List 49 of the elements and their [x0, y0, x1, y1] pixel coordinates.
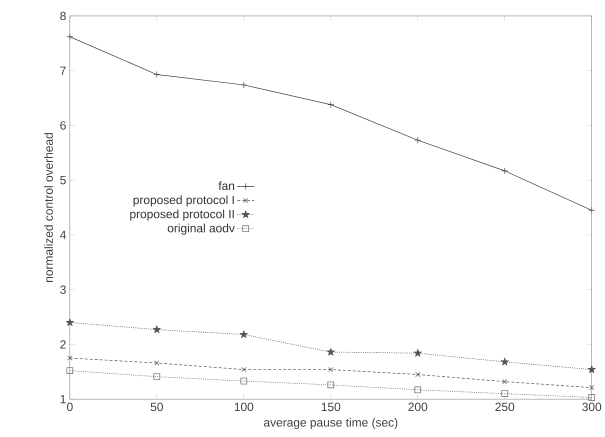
point [152, 325, 161, 334]
x-axis-title: average pause time (sec) [264, 418, 398, 430]
x-tick-label: 300 [582, 402, 602, 412]
point [154, 360, 160, 366]
y-tick-label: 1 [60, 395, 66, 404]
point [588, 394, 596, 401]
point [414, 136, 422, 144]
point [240, 378, 248, 384]
y-tick-label: 5 [60, 176, 66, 184]
x-tick-label: 200 [408, 402, 428, 412]
point [154, 373, 160, 380]
point [326, 348, 335, 356]
point [66, 367, 74, 374]
point [327, 382, 334, 388]
point [502, 379, 508, 384]
y-tick-label: 2 [60, 340, 66, 349]
x-tick-label: 100 [234, 402, 254, 412]
point [588, 206, 596, 214]
point [327, 101, 334, 108]
point [154, 71, 160, 78]
legend-label: proposed protocol II [130, 210, 234, 221]
legend-label: original aodv [168, 224, 235, 235]
point [328, 367, 334, 372]
y-tick-label: 7 [60, 66, 66, 75]
point [240, 330, 248, 338]
y-tick-label: 3 [60, 285, 66, 294]
point [500, 358, 509, 366]
x-tick-label: 250 [495, 402, 514, 412]
y-tick-label: 6 [60, 121, 66, 130]
x-tick-label: 150 [322, 402, 340, 412]
x-tick-label: 0 [67, 402, 73, 412]
point [501, 168, 508, 174]
y-axis-title: normalized control overhead [44, 133, 53, 282]
point [67, 356, 72, 361]
x-tick-label: 50 [150, 402, 164, 412]
legend-label: proposed protocol I [134, 195, 234, 207]
point [414, 386, 422, 394]
y-tick-label: 8 [60, 12, 66, 20]
point [501, 390, 508, 397]
point [589, 385, 594, 390]
point [241, 367, 246, 372]
legend-label: fan [218, 181, 234, 190]
point [588, 365, 596, 374]
point [66, 318, 74, 326]
point [240, 82, 248, 88]
point [66, 33, 74, 40]
point [414, 348, 422, 357]
y-tick-label: 4 [60, 230, 66, 239]
point [415, 372, 420, 377]
